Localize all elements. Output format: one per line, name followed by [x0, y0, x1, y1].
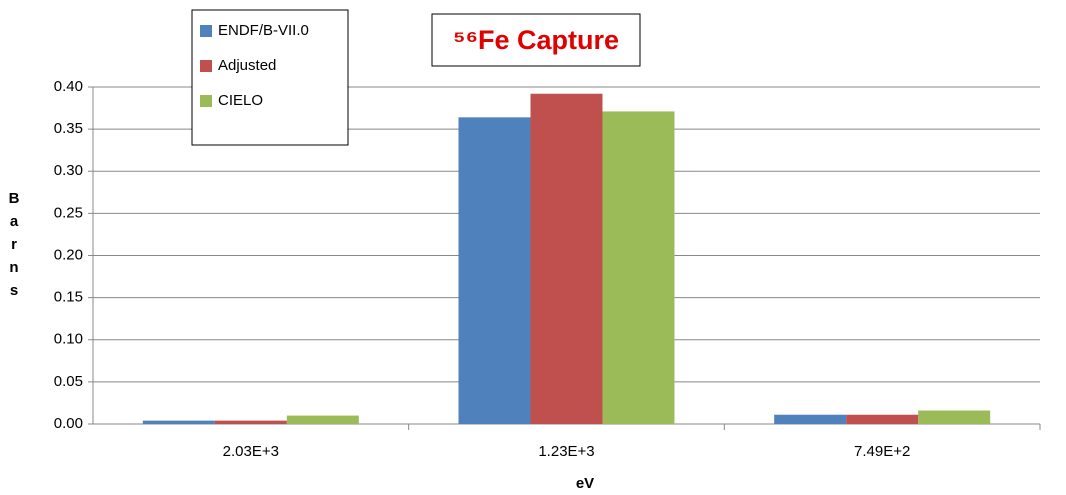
y-axis-label: Barns — [6, 190, 23, 305]
legend-label: ENDF/B-VII.0 — [218, 22, 309, 39]
bar — [142, 420, 215, 424]
y-tick-label: 0.35 — [54, 120, 83, 137]
x-tick-label: 2.03E+3 — [223, 443, 279, 460]
x-tick-label: 7.49E+2 — [854, 443, 910, 460]
x-axis-label: eV — [576, 475, 594, 492]
bar — [918, 410, 991, 424]
y-tick-label: 0.05 — [54, 373, 83, 390]
legend-label: CIELO — [218, 92, 263, 109]
bar — [846, 414, 919, 424]
legend-label: Adjusted — [218, 57, 276, 74]
title-box — [431, 13, 641, 67]
legend-swatch — [200, 60, 212, 72]
bar — [286, 415, 359, 424]
y-tick-label: 0.20 — [54, 246, 83, 263]
y-tick-label: 0.40 — [54, 78, 83, 95]
y-tick-label: 0.15 — [54, 289, 83, 306]
bar — [774, 414, 847, 424]
y-tick-label: 0.30 — [54, 162, 83, 179]
bar — [602, 111, 675, 425]
chart-title: ⁵⁶Fe Capture — [453, 25, 619, 55]
bar — [530, 93, 603, 425]
y-tick-label: 0.25 — [54, 204, 83, 221]
bar — [458, 117, 531, 424]
legend-box — [191, 9, 349, 146]
y-tick-label: 0.10 — [54, 331, 83, 348]
y-tick-label: 0.00 — [54, 415, 83, 432]
legend-swatch — [200, 25, 212, 37]
x-tick-label: 1.23E+3 — [538, 443, 594, 460]
bar — [214, 420, 287, 424]
legend-swatch — [200, 95, 212, 107]
